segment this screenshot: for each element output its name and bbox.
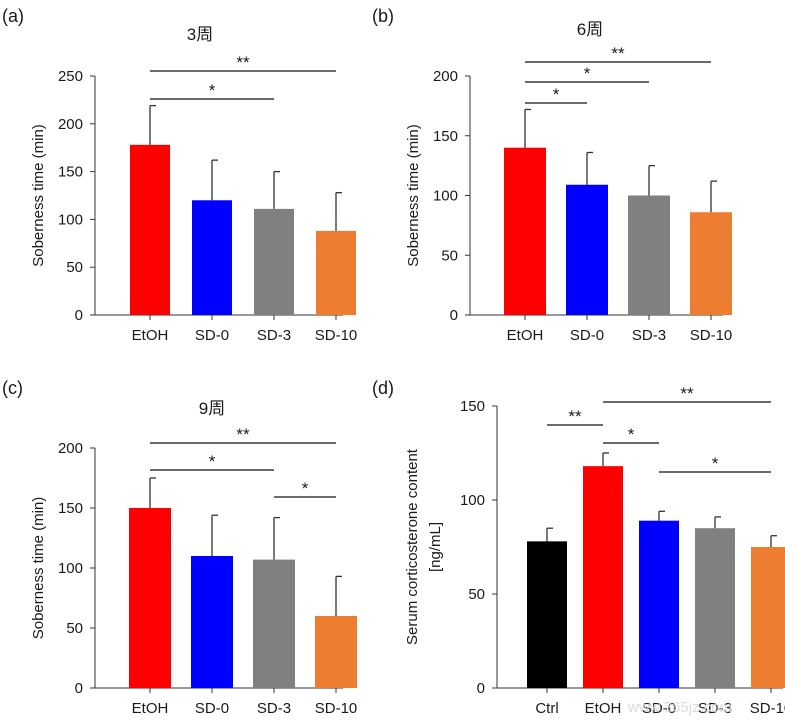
y-tick-label: 150 xyxy=(433,128,458,145)
significance-label: * xyxy=(712,454,719,473)
bar-etoh xyxy=(130,144,170,315)
bar-etoh xyxy=(504,147,546,315)
bar-sd-10 xyxy=(690,212,732,315)
x-tick-label: SD-10 xyxy=(750,700,785,717)
y-axis-label: Serum corticosterone content xyxy=(404,448,421,645)
y-tick-label: 250 xyxy=(58,68,83,85)
significance-label: * xyxy=(209,81,216,100)
significance-label: ** xyxy=(680,384,694,403)
x-tick-label: SD-10 xyxy=(690,327,733,344)
bar-ctrl xyxy=(527,541,567,688)
bar-sd-3 xyxy=(695,528,735,688)
watermark-text: www.365jz.com xyxy=(627,699,732,716)
y-tick-label: 150 xyxy=(460,398,485,415)
significance-label: ** xyxy=(236,53,250,72)
y-tick-label: 0 xyxy=(75,680,83,697)
panel-c-chart: (c) 9周 0 50 100 150 200 Soberness time (min) EtO… xyxy=(2,378,357,717)
x-tick-label: SD-3 xyxy=(632,327,666,344)
y-axis-label: Soberness time (min) xyxy=(405,124,422,267)
x-tick-label: SD-3 xyxy=(257,327,291,344)
y-tick-label: 100 xyxy=(433,188,458,205)
significance-label: * xyxy=(553,85,560,104)
bar-sd-10 xyxy=(315,616,357,688)
chart-title: 9周 xyxy=(199,399,225,418)
panel-label: (c) xyxy=(2,378,23,398)
x-tick-label: EtOH xyxy=(507,327,544,344)
x-tick-label: EtOH xyxy=(132,327,169,344)
bar-sd-3 xyxy=(254,208,294,315)
bar-sd-0 xyxy=(192,200,232,315)
y-tick-label: 100 xyxy=(58,211,83,228)
y-tick-label: 50 xyxy=(441,247,458,264)
y-axis-label: Soberness time (min) xyxy=(30,124,47,267)
panel-a-chart: (a) 3周 0 50 100 150 200 250 Soberness time (min)… xyxy=(2,6,357,344)
y-tick-label: 200 xyxy=(433,68,458,85)
bar-sd-10 xyxy=(316,230,356,315)
significance-label: ** xyxy=(236,425,250,444)
bar-sd-3 xyxy=(628,195,670,315)
y-tick-label: 100 xyxy=(460,492,485,509)
y-axis-label: Soberness time (min) xyxy=(30,497,47,640)
y-tick-label: 0 xyxy=(75,307,83,324)
x-tick-label: EtOH xyxy=(585,700,622,717)
y-tick-label: 150 xyxy=(58,164,83,181)
x-tick-label: Ctrl xyxy=(535,700,558,717)
x-tick-label: SD-0 xyxy=(570,327,604,344)
bar-etoh xyxy=(583,466,623,688)
bar-etoh xyxy=(129,508,171,688)
panel-b-chart: (b) 6周 0 50 100 150 200 Soberness time (min) EtO… xyxy=(372,6,732,344)
x-tick-label: SD-3 xyxy=(698,700,732,717)
significance-label: ** xyxy=(568,407,582,426)
x-tick-label: SD-10 xyxy=(315,327,358,344)
significance-label: * xyxy=(209,452,216,471)
y-tick-label: 150 xyxy=(58,500,83,517)
y-tick-label: 0 xyxy=(477,680,485,697)
chart-title: 3周 xyxy=(187,25,213,44)
panel-label: (b) xyxy=(372,6,394,26)
y-tick-label: 50 xyxy=(468,586,485,603)
bar-sd-10 xyxy=(751,547,785,688)
y-tick-label: 50 xyxy=(66,259,83,276)
significance-label: * xyxy=(628,425,635,444)
x-tick-label: SD-10 xyxy=(315,700,358,717)
panel-d-chart: (d) 0 50 100 150 Serum corticosterone content… xyxy=(372,378,785,717)
x-tick-label: SD-0 xyxy=(195,700,229,717)
bar-sd-0 xyxy=(566,184,608,315)
significance-label: ** xyxy=(611,44,625,63)
significance-label: * xyxy=(584,64,591,83)
bar-sd-0 xyxy=(191,556,233,688)
y-tick-label: 200 xyxy=(58,440,83,457)
bar-sd-3 xyxy=(253,559,295,688)
bar-sd-0 xyxy=(639,520,679,688)
x-tick-label: SD-0 xyxy=(642,700,676,717)
panel-label: (d) xyxy=(372,378,394,398)
x-tick-label: SD-3 xyxy=(257,700,291,717)
y-axis-label-unit: [ng/mL] xyxy=(427,522,444,572)
significance-label: * xyxy=(302,479,309,498)
x-tick-label: SD-0 xyxy=(195,327,229,344)
y-tick-label: 50 xyxy=(66,620,83,637)
y-tick-label: 100 xyxy=(58,560,83,577)
y-tick-label: 0 xyxy=(450,307,458,324)
x-tick-label: EtOH xyxy=(132,700,169,717)
y-tick-label: 200 xyxy=(58,116,83,133)
chart-title: 6周 xyxy=(577,20,603,39)
panel-label: (a) xyxy=(2,6,24,26)
